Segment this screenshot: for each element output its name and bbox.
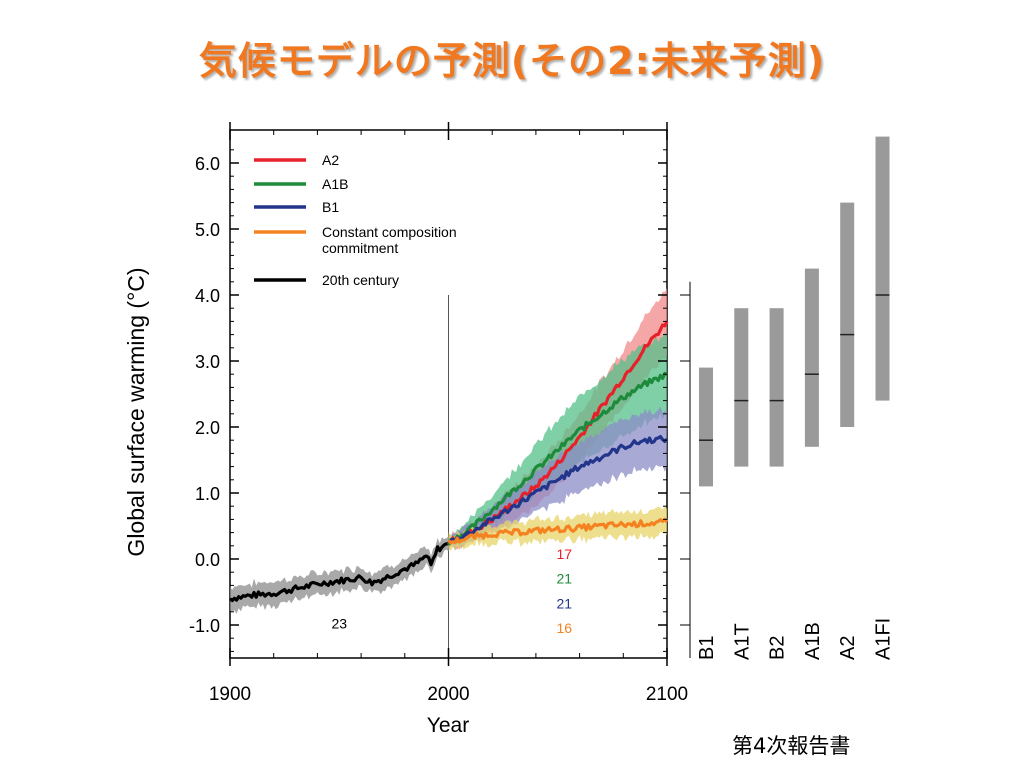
scenario-range-bars: B1 A1T B2 A1B A2 A1FI bbox=[680, 136, 895, 660]
model-count-2: 21 bbox=[557, 570, 573, 586]
legend-label-0: A2 bbox=[322, 152, 339, 168]
band-0 bbox=[230, 536, 449, 614]
y-tick-label: -1.0 bbox=[189, 616, 220, 636]
model-count-0: 23 bbox=[331, 615, 347, 631]
range-bar-label-A2: A2 bbox=[837, 636, 859, 660]
series-line-1 bbox=[447, 320, 669, 546]
x-axis-label: Year bbox=[427, 714, 469, 737]
model-count-3: 21 bbox=[557, 596, 573, 612]
range-bar-label-A1B: A1B bbox=[802, 622, 824, 660]
axes: -1.0 0.0 1.0 2.0 3.0 4.0 5.0 6.0 1900 2000 2100 bbox=[189, 122, 688, 705]
series-line-3 bbox=[447, 435, 669, 544]
y-tick-label: 0.0 bbox=[195, 550, 220, 570]
legend-label-line: Constant composition bbox=[322, 224, 457, 240]
series-line-0 bbox=[228, 542, 449, 603]
y-tick-label: 6.0 bbox=[195, 154, 220, 174]
x-tick-label: 2100 bbox=[646, 684, 688, 705]
model-count-4: 16 bbox=[557, 620, 573, 636]
model-count-1: 17 bbox=[557, 546, 573, 562]
range-bar-label-B2: B2 bbox=[767, 636, 789, 660]
range-bar-label-A1FI: A1FI bbox=[873, 618, 895, 660]
range-bar-B2 bbox=[769, 308, 784, 467]
legend-label-3: Constant composition commitment bbox=[322, 224, 457, 256]
series-line-4 bbox=[447, 517, 669, 545]
legend-label-4: 20th century bbox=[322, 272, 399, 288]
model-counts: 23 17 21 21 16 bbox=[331, 546, 572, 636]
legend-label-1: A1B bbox=[322, 176, 348, 192]
range-bar-A1T bbox=[734, 308, 749, 467]
y-tick-label: 1.0 bbox=[195, 484, 220, 504]
range-bar-A1FI bbox=[875, 136, 890, 401]
series-line-2 bbox=[447, 371, 668, 546]
x-tick-label: 1900 bbox=[209, 684, 251, 705]
range-bar-A2 bbox=[840, 202, 855, 427]
range-bar-label-B1: B1 bbox=[696, 636, 718, 660]
legend-label-2: B1 bbox=[322, 199, 339, 215]
x-tick-label: 2000 bbox=[427, 684, 469, 705]
y-tick-label: 5.0 bbox=[195, 220, 220, 240]
legend: A2 A1B B1 Constant composition commitment 20t… bbox=[254, 152, 457, 288]
range-bar-A1B bbox=[804, 268, 819, 447]
range-bar-label-A1T: A1T bbox=[731, 623, 753, 660]
source-note: 第4次報告書 bbox=[732, 734, 851, 758]
slide-title: 気候モデルの予測(その2:未来予測) bbox=[198, 39, 826, 83]
y-tick-label: 3.0 bbox=[195, 352, 220, 372]
range-bar-B1 bbox=[699, 367, 713, 487]
series-lines bbox=[228, 320, 669, 603]
y-tick-label: 2.0 bbox=[195, 418, 220, 438]
legend-label-line: commitment bbox=[322, 240, 398, 256]
y-axis-label: Global surface warming (°C) bbox=[123, 267, 149, 556]
y-tick-label: 4.0 bbox=[195, 286, 220, 306]
